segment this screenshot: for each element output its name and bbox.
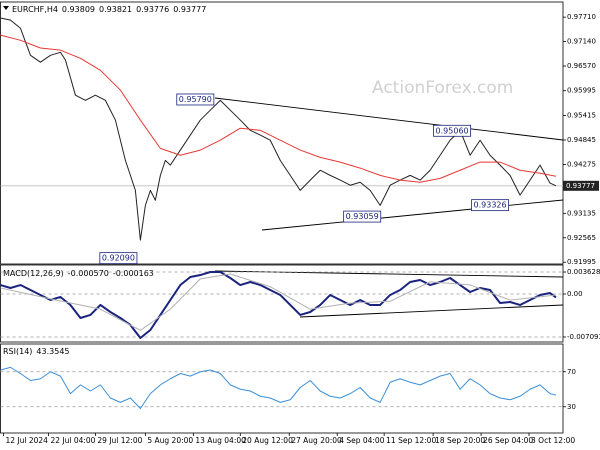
title-value: 0.93809	[62, 5, 95, 14]
x-tick-label: 11 Sep 12:00	[386, 436, 436, 445]
y-tick-label: 30	[567, 403, 576, 411]
x-tick-label: 12 Jul 2024	[5, 436, 48, 445]
title-value: 0.93777	[173, 5, 206, 14]
watermark: ActionForex.com	[372, 78, 513, 98]
title-text: RSI(14)	[3, 347, 32, 356]
price-panel	[0, 1, 564, 265]
x-tick-label: 18 Sep 20:00	[435, 436, 485, 445]
macd-panel	[0, 264, 564, 343]
trend-line	[214, 97, 564, 141]
annotation-box	[471, 199, 510, 212]
annotation-box	[343, 210, 382, 223]
y-tick-label: 0.93135	[567, 209, 596, 217]
trend-line	[261, 199, 564, 231]
annotation-label: 0.95060	[436, 126, 469, 135]
y-tick-label: 0.003628	[567, 268, 600, 276]
y-tick-label: 0.97710	[567, 13, 596, 21]
title-text: MACD(12,26,9)	[3, 269, 64, 278]
y-tick-label: 0.95415	[567, 112, 596, 120]
y-tick-label: 0.96570	[567, 62, 596, 70]
y-tick-label: 0.92565	[567, 234, 596, 242]
panel-title: MACD(12,26,9) -0.000570 -0.000163	[3, 269, 154, 278]
x-tick-label: 5 Aug 20:00	[147, 436, 193, 445]
trend-line	[299, 304, 564, 318]
last-price-box	[563, 180, 599, 191]
x-tick-label: 26 Sep 04:00	[483, 436, 533, 445]
y-tick-label: 0.94275	[567, 160, 596, 168]
series-line	[0, 34, 557, 183]
annotation-label: 0.92090	[102, 254, 135, 263]
title-value: -0.000570	[68, 269, 109, 278]
annotation-box	[433, 124, 472, 137]
y-tick-label: 0.97140	[567, 38, 596, 46]
x-tick-label: 13 Aug 04:00	[195, 436, 246, 445]
rsi-panel	[0, 343, 564, 434]
x-tick-label: 27 Aug 20:00	[291, 436, 342, 445]
y-tick-label: -0.007093	[567, 333, 600, 341]
panel-icon	[3, 6, 9, 10]
y-tick-label: 0.91995	[567, 258, 596, 266]
x-tick-label: 4 Sep 04:00	[339, 436, 385, 445]
annotation-box	[176, 93, 215, 106]
panel-title: RSI(14) 43.3545	[3, 347, 70, 356]
title-value: 0.93776	[136, 5, 169, 14]
annotation-label: 0.93059	[346, 212, 379, 221]
panel-title: EURCHF,H4 0.93809 0.93821 0.93776 0.93777	[12, 5, 206, 14]
y-tick-label: 0.94845	[567, 136, 596, 144]
series-line	[0, 273, 557, 331]
series-line	[0, 271, 557, 339]
annotation-label: 0.93326	[474, 201, 507, 210]
title-value: -0.000163	[113, 269, 154, 278]
x-tick-label: 29 Jul 12:00	[97, 436, 142, 445]
title-value: 0.93821	[99, 5, 132, 14]
y-tick-label: 0.00	[567, 290, 583, 298]
annotation-box	[99, 252, 138, 265]
x-tick-label: 22 Jul 04:00	[50, 436, 95, 445]
last-price-label: 0.93777	[566, 182, 595, 190]
title-value: 43.3545	[36, 347, 69, 356]
y-tick-label: 70	[567, 368, 576, 376]
annotation-label: 0.95790	[179, 95, 212, 104]
title-text: EURCHF,H4	[12, 5, 58, 14]
x-tick-label: 3 Oct 12:00	[531, 436, 575, 445]
series-line	[0, 366, 557, 409]
x-tick-label: 20 Aug 12:00	[242, 436, 293, 445]
y-tick-label: 0.95995	[567, 87, 596, 95]
